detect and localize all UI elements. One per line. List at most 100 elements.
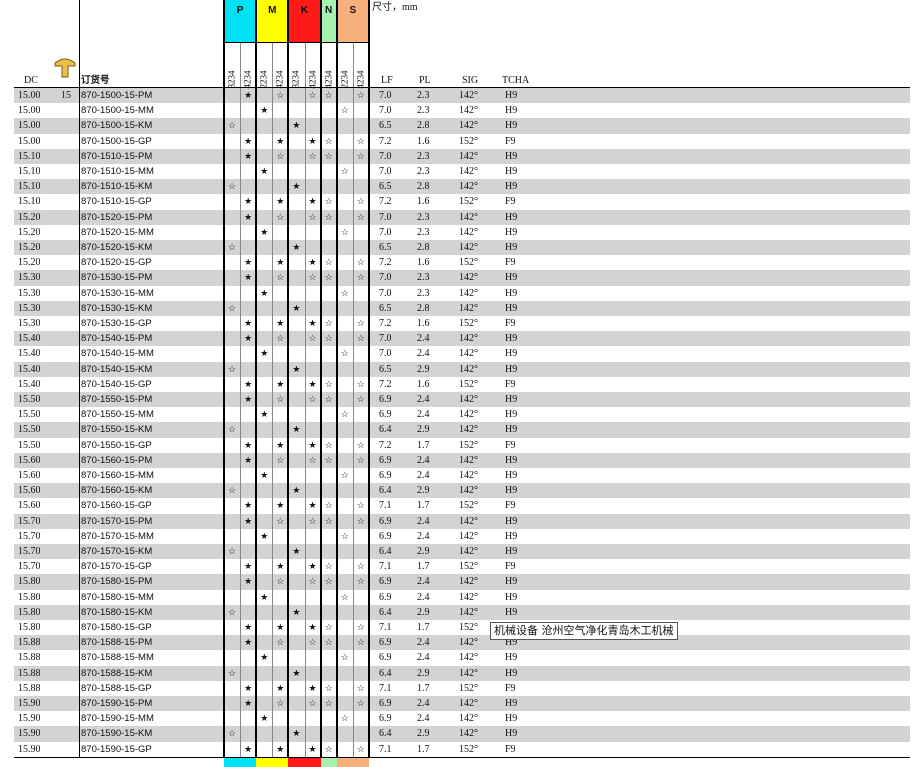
tcha: H9 [505,652,518,664]
dc: 15.20 [18,226,41,238]
sig: 142° [459,546,478,557]
pl: 1.6 [417,378,430,390]
grade-mark: ★ [292,606,301,617]
pl: 1.7 [417,682,430,694]
lf: 7.2 [379,135,392,147]
grade-mark: ☆ [340,713,349,724]
tcha: H9 [505,242,518,253]
sig: 152° [459,500,478,512]
grade-mark: ★ [308,561,317,572]
group-label: M [268,5,277,16]
grade-mark: ★ [260,287,269,298]
sig: 142° [459,211,478,223]
sig: 142° [459,150,478,162]
grade-mark: ☆ [356,318,365,328]
grade-mark: ☆ [324,576,333,587]
group-label: S [349,5,357,16]
dc: 15.88 [18,637,41,649]
group-label: P [236,5,244,16]
grade-mark: ★ [244,394,253,404]
grade-mark: ☆ [276,211,285,222]
grade-mark: ☆ [308,637,317,648]
grade-mark: ☆ [356,576,365,587]
order-no: 870-1560-15-PM [81,454,153,466]
order-no: 870-1580-15-KM [81,606,153,618]
row-stripe [14,574,910,590]
grade-mark: ☆ [308,150,317,161]
tcha: F9 [505,682,516,694]
tcha: H9 [505,333,518,345]
header-pl: PL [419,75,431,86]
lf: 6.4 [379,424,392,436]
sig: 142° [459,242,478,253]
order-no: 870-1590-15-GP [81,743,152,755]
grade-mark: ★ [308,257,317,268]
tcha: H9 [505,713,518,725]
pl: 2.4 [417,530,430,542]
lf: 7.0 [379,287,392,299]
sig: 142° [459,515,478,527]
grade-mark: ★ [292,120,301,131]
vline [287,0,290,757]
grade-mark: ★ [244,743,253,754]
pl: 2.9 [417,728,430,740]
dc: 15.30 [18,302,41,314]
order-no: 870-1580-15-PM [81,576,153,588]
pl: 2.3 [417,272,430,284]
dc: 15.00 [18,90,41,101]
row-stripe [14,148,910,164]
sig: 142° [459,667,478,679]
grade-mark: ★ [244,637,253,648]
pl: 2.3 [417,150,430,162]
header-lf: LF [381,75,393,86]
grade-mark: ★ [244,211,253,222]
dc: 15.10 [18,196,41,208]
lf: 7.0 [379,333,392,345]
grade-mark: ★ [292,242,301,252]
order-no: 870-1590-15-MM [81,713,154,725]
grade-mark: ☆ [356,515,365,526]
order-no: 870-1530-15-MM [81,287,154,299]
pl: 2.4 [417,409,430,421]
grade-mark: ★ [260,409,269,420]
grade-mark: ★ [276,196,285,207]
group-header [336,0,369,42]
grade-mark: ★ [244,561,253,572]
header-order: 订货号 [81,75,110,86]
grade-mark: ☆ [356,439,365,450]
grade-mark: ★ [308,682,317,693]
order-no: 870-1510-15-KM [81,181,153,193]
grade-mark: ★ [308,378,317,389]
pl: 2.3 [417,287,430,299]
tcha: H9 [505,728,518,740]
grade-mark: ☆ [228,120,237,131]
tcha: H9 [505,181,518,193]
grade-mark: ☆ [356,622,365,632]
header-size: 尺寸，mm [372,2,418,13]
row-stripe [14,179,910,195]
order-no: 870-1588-15-PM [81,637,153,649]
pl: 2.9 [417,485,430,497]
grade-mark: ★ [244,378,253,389]
grade-code: 3234 [290,70,301,89]
lf: 6.5 [379,181,392,193]
pl: 1.7 [417,500,430,512]
group-header [224,0,257,42]
grade-mark: ☆ [340,409,349,420]
dc: 15.90 [18,728,41,740]
lf: 6.9 [379,470,392,481]
grade-mark: ★ [276,743,285,754]
dc: 15.20 [18,257,41,269]
pl: 2.4 [417,576,430,588]
grade-mark: ☆ [308,698,317,708]
grade-mark: ★ [292,728,301,739]
grade-mark: ☆ [340,591,349,602]
order-no: 870-1510-15-MM [81,166,154,177]
vline [255,0,258,757]
sig: 142° [459,333,478,345]
grade-mark: ☆ [324,196,333,207]
pl: 1.7 [417,561,430,573]
tcha: H9 [505,576,518,588]
lf: 6.9 [379,576,392,588]
tcha: F9 [505,439,516,451]
